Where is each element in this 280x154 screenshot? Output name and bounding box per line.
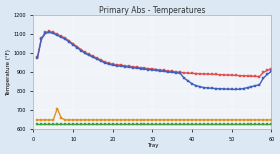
Title: Primary Abs - Temperatures: Primary Abs - Temperatures (99, 6, 206, 15)
Y-axis label: Temperature (°F): Temperature (°F) (6, 49, 11, 96)
X-axis label: Tray: Tray (147, 143, 158, 148)
